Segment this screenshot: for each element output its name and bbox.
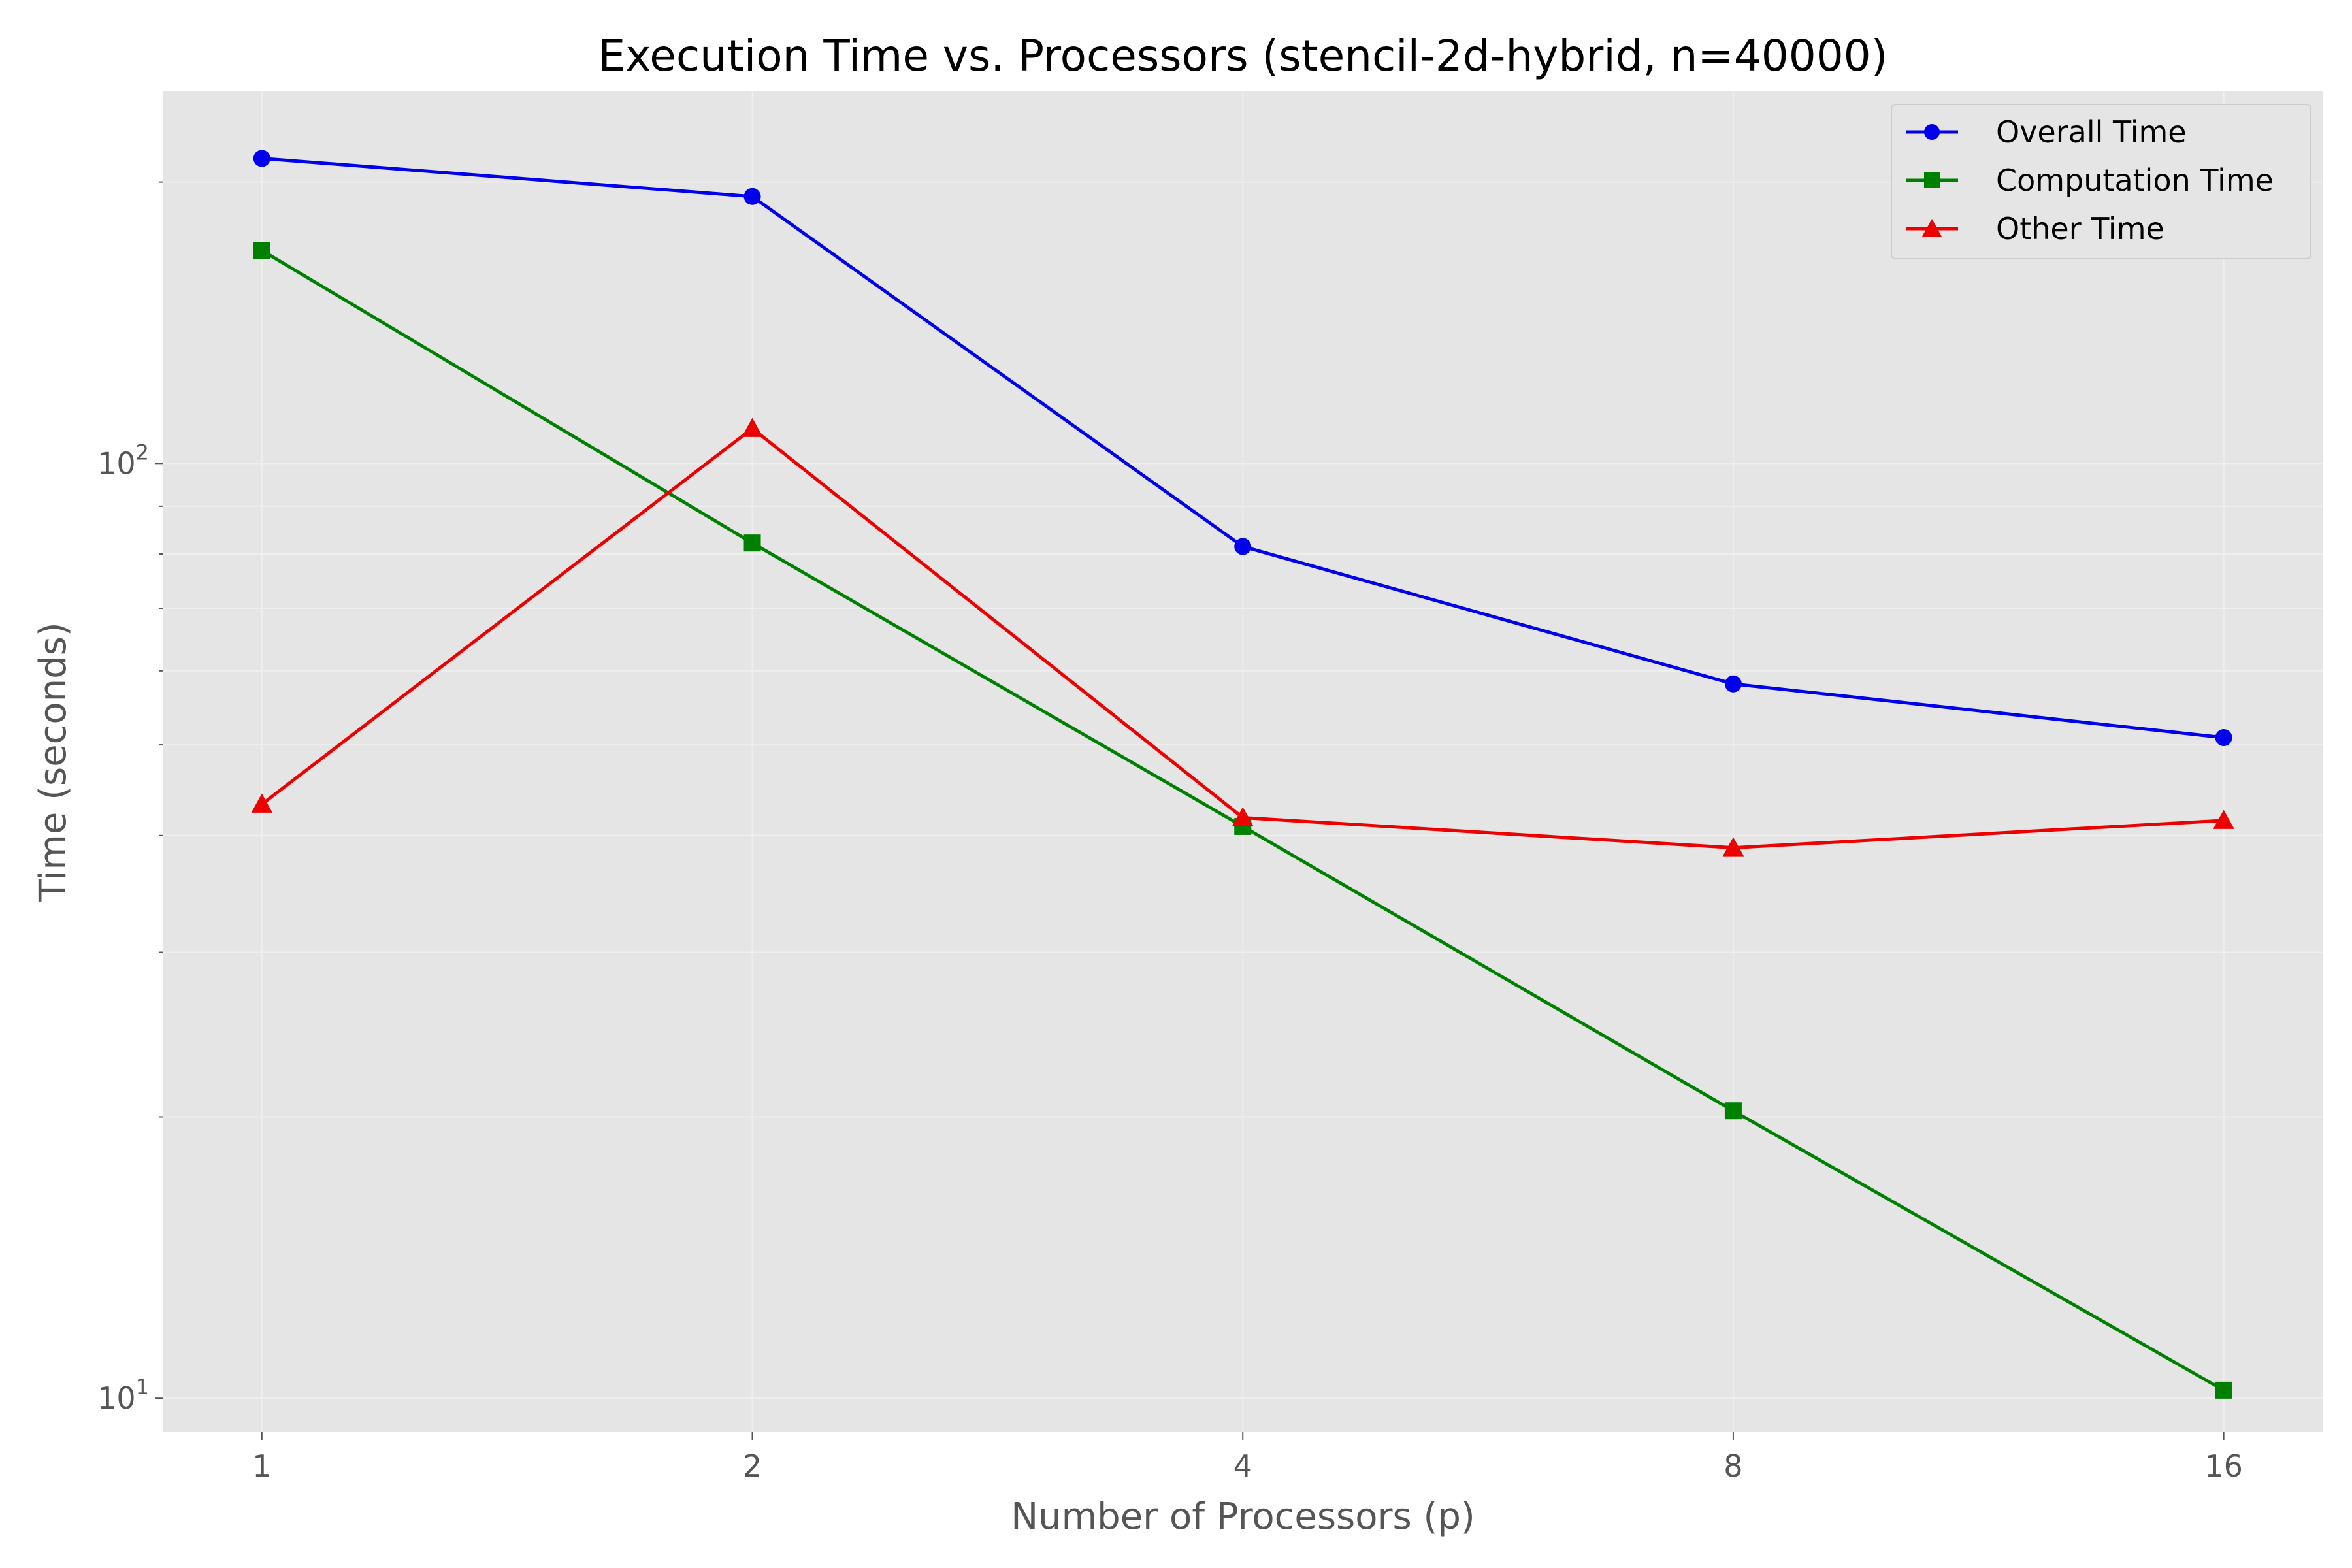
series-other-time — [251, 417, 2234, 857]
y-axis-label: Time (seconds) — [32, 622, 74, 902]
legend-marker — [1924, 172, 1940, 188]
y-tick-base: 10 — [97, 1380, 136, 1416]
y-tick-label: 102 — [97, 440, 149, 481]
data-point — [253, 150, 270, 167]
x-tick-label: 16 — [2204, 1448, 2243, 1484]
legend-item: Computation Time — [1906, 163, 2274, 198]
legend-box — [1891, 104, 2311, 259]
legend-label: Other Time — [1996, 211, 2164, 246]
legend-item: Overall Time — [1906, 114, 2187, 150]
data-point — [1234, 538, 1252, 555]
legend-label: Computation Time — [1996, 163, 2274, 198]
x-tick-label: 4 — [1233, 1448, 1252, 1484]
data-point — [1724, 1102, 1742, 1120]
data-point — [251, 793, 273, 813]
legend-label: Overall Time — [1996, 114, 2187, 150]
legend: Overall Time Computation Time Other Time — [1891, 104, 2311, 259]
data-point — [253, 242, 270, 259]
data-point — [1724, 675, 1742, 693]
x-tick-label: 1 — [252, 1448, 271, 1484]
legend-marker — [1924, 124, 1940, 140]
legend-marker — [1922, 219, 1942, 237]
data-point — [2215, 1381, 2232, 1399]
series-overall-time — [253, 150, 2232, 747]
y-tick-label: 101 — [97, 1375, 149, 1416]
data-point — [743, 188, 761, 205]
data-point — [2215, 729, 2232, 747]
data-point — [1722, 837, 1744, 857]
series-layer — [251, 150, 2234, 1399]
data-point — [742, 417, 763, 437]
y-tick-base: 10 — [97, 446, 136, 481]
data-point — [1232, 807, 1254, 826]
x-axis-label: Number of Processors (p) — [1011, 1495, 1475, 1538]
chart-title: Execution Time vs. Processors (stencil-2… — [598, 31, 1888, 81]
x-tick-label: 2 — [743, 1448, 762, 1484]
y-tick-exponent: 1 — [136, 1375, 149, 1399]
data-point — [743, 534, 761, 552]
legend-item: Other Time — [1906, 211, 2164, 246]
y-tick-exponent: 2 — [136, 440, 149, 465]
data-point — [2213, 809, 2234, 829]
series-computation-time — [253, 242, 2232, 1399]
x-tick-label: 8 — [1723, 1448, 1742, 1484]
